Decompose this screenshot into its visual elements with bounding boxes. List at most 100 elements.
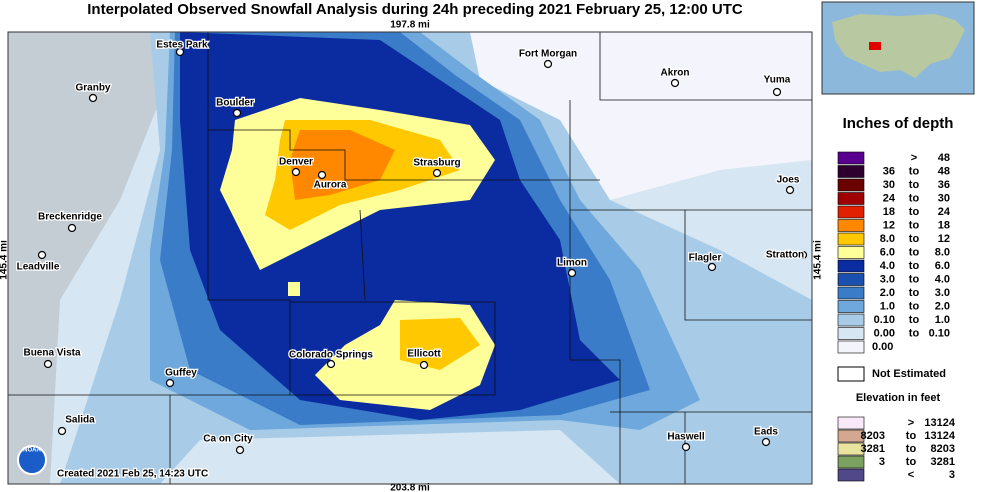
legend-label: 3.0 <box>880 273 895 285</box>
city-label: Estes Park <box>156 40 208 51</box>
city-dot <box>37 250 47 260</box>
city-dot <box>232 108 242 118</box>
legend-label: 4.0 <box>935 273 950 285</box>
legend-swatch <box>837 246 865 259</box>
legend-label: < <box>908 469 914 481</box>
legend-label: 13124 <box>924 417 955 429</box>
city-label: Strasburg <box>413 158 460 169</box>
legend-swatch <box>837 192 865 205</box>
legend-label: 3281 <box>931 456 955 468</box>
city-label: Fort Morgan <box>519 49 577 60</box>
legend-label: to <box>909 233 920 245</box>
right-distance: 145.4 mi <box>813 240 824 280</box>
legend-swatch <box>837 416 865 430</box>
elevation-legend-title: Elevation in feet <box>856 392 941 404</box>
city-dot <box>175 47 185 57</box>
legend-label: 3 <box>879 456 885 468</box>
city-dot <box>798 250 808 260</box>
legend-swatch <box>837 273 865 286</box>
city-dot <box>761 437 771 447</box>
legend-label: to <box>906 443 917 455</box>
legend-label: to <box>909 287 920 299</box>
city-dot <box>88 93 98 103</box>
legend-label: 3.0 <box>935 287 950 299</box>
legend-swatch <box>837 313 865 327</box>
legend-label: 0.10 <box>929 327 950 339</box>
city-label: Yuma <box>764 75 791 86</box>
city-dot <box>567 268 577 278</box>
city-dot <box>57 426 67 436</box>
legend-label: > <box>911 152 917 164</box>
city-label: Eads <box>754 427 778 438</box>
legend-label: 48 <box>938 152 950 164</box>
city-label: Buena Vista <box>23 348 80 359</box>
depth-legend: >48 36 to 48 30 to 36 24 to 30 18 to 24 12 to 18 8.0 to 12… <box>837 151 951 354</box>
city-dot <box>707 262 717 272</box>
legend-label: to <box>909 179 920 191</box>
legend-swatch <box>837 259 865 273</box>
legend-swatch <box>837 286 865 300</box>
legend-swatch <box>837 442 865 456</box>
legend-label: > <box>908 417 914 429</box>
legend-label: 24 <box>883 192 896 204</box>
legend-label: 48 <box>938 165 950 177</box>
title: Interpolated Observed Snowfall Analysis … <box>87 1 743 18</box>
legend-label: 0.10 <box>874 314 895 326</box>
legend-label: 8203 <box>931 443 955 455</box>
legend-swatch <box>837 151 865 165</box>
not-estimated-label: Not Estimated <box>872 368 946 380</box>
top-distance: 197.8 mi <box>390 20 430 31</box>
legend-label: to <box>909 206 920 218</box>
logo-text: NOAA <box>23 448 41 454</box>
city-label: Akron <box>661 68 690 79</box>
map: Estes Park Fort Morgan Granby Akron Yuma Boul… <box>7 31 813 485</box>
legend-label: 30 <box>938 192 950 204</box>
city-label: Haswell <box>667 432 704 443</box>
legend-swatch <box>837 455 865 469</box>
legend-label: to <box>909 273 920 285</box>
legend-swatch <box>837 232 865 246</box>
cities: Estes Park Fort Morgan Granby Akron Yuma Boul… <box>15 38 808 455</box>
legend-label: to <box>909 219 920 231</box>
legend-label: 36 <box>938 179 950 191</box>
legend-label: 3 <box>949 469 955 481</box>
legend-swatch <box>837 327 865 340</box>
city-label: Stratton <box>766 250 804 261</box>
city-label: Limon <box>557 258 587 269</box>
city-dot <box>291 167 301 177</box>
city-label: Denver <box>279 157 313 168</box>
created-note: Created 2021 Feb 25, 14:23 UTC <box>57 469 208 480</box>
legend-label: 18 <box>938 219 950 231</box>
legend-label: to <box>906 430 917 442</box>
legend-label: to <box>909 260 920 272</box>
legend-label: 13124 <box>924 430 955 442</box>
legend-label: 6.0 <box>880 246 895 258</box>
legend-swatch <box>837 429 865 443</box>
city-dot <box>419 360 429 370</box>
city-label: Joes <box>777 175 800 186</box>
city-dot <box>681 442 691 452</box>
left-distance: 145.4 mi <box>0 240 10 280</box>
city-dot <box>317 170 327 180</box>
legend-swatch <box>837 205 865 219</box>
legend-label: 1.0 <box>880 300 895 312</box>
legend-label: 1.0 <box>935 314 950 326</box>
legend-swatch <box>837 219 865 232</box>
legend-label: 18 <box>883 206 895 218</box>
legend-label: to <box>909 192 920 204</box>
legend-label: 6.0 <box>935 260 950 272</box>
legend-label: to <box>909 300 920 312</box>
city-label: Breckenridge <box>38 212 102 223</box>
city-label: Colorado Springs <box>289 350 373 361</box>
legend-label: to <box>909 165 920 177</box>
city-label: Granby <box>75 83 110 94</box>
city-dot <box>772 87 782 97</box>
city-label: Salida <box>65 415 95 426</box>
legend-label: 8203 <box>861 430 885 442</box>
legend-label: 2.0 <box>880 287 895 299</box>
legend-label: 8.0 <box>935 246 950 258</box>
legend-label: 36 <box>883 165 895 177</box>
city-label: Ellicott <box>407 349 441 360</box>
